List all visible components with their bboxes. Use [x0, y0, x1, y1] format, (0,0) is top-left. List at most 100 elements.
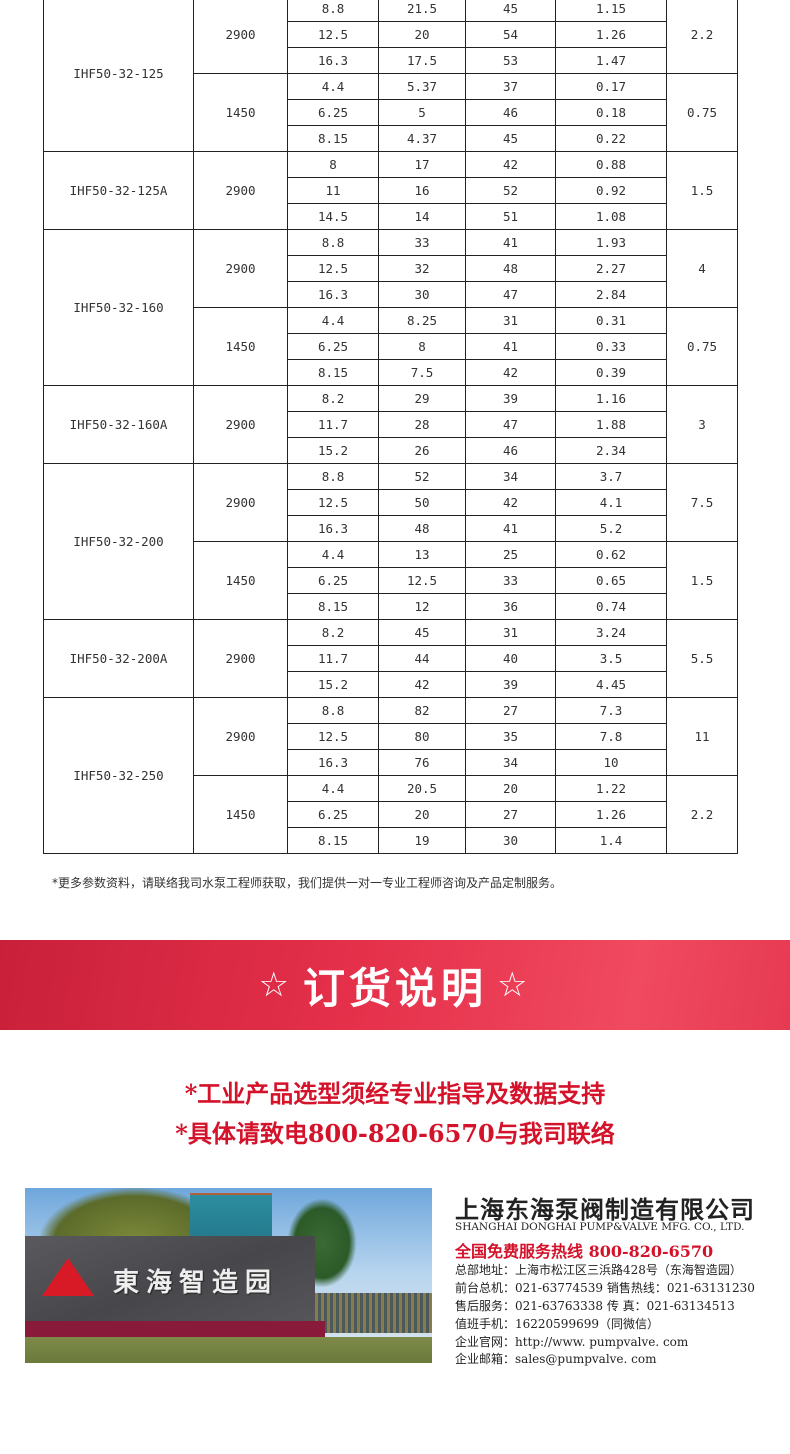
- flow-cell: 8.2: [287, 619, 379, 646]
- head-cell: 20: [378, 21, 466, 48]
- model-cell: IHF50-32-250: [43, 697, 194, 854]
- flow-cell: 6.25: [287, 99, 379, 126]
- shaft-power-cell: 2.34: [555, 437, 667, 464]
- flow-cell: 14.5: [287, 203, 379, 230]
- table-row: IHF50-32-160 2900 8.8 33 41 1.93 4: [43, 229, 738, 386]
- speed-cell: 2900: [193, 229, 288, 308]
- model-cell: IHF50-32-200: [43, 463, 194, 620]
- flow-cell: 12.5: [287, 489, 379, 516]
- banner-title: 订货说明: [302, 963, 487, 1013]
- head-cell: 7.5: [378, 359, 466, 386]
- efficiency-cell: 47: [465, 281, 556, 308]
- table-row: IHF50-32-200 2900 8.8 52 34 3.7 7.5: [43, 463, 738, 620]
- motor-power-cell: 0.75: [666, 307, 738, 386]
- shaft-power-cell: 1.26: [555, 801, 667, 828]
- efficiency-cell: 53: [465, 47, 556, 74]
- head-cell: 76: [378, 749, 466, 776]
- flow-cell: 8.8: [287, 0, 379, 22]
- pump-spec-table: IHF50-32-125 2900 8.8 21.5 45 1.15 2.2 12.5 20 54…: [43, 0, 738, 854]
- efficiency-cell: 33: [465, 567, 556, 594]
- head-cell: 16: [378, 177, 466, 204]
- efficiency-cell: 51: [465, 203, 556, 230]
- efficiency-cell: 36: [465, 593, 556, 620]
- table-row: 6.25 8 41 0.33: [44, 333, 738, 360]
- efficiency-cell: 39: [465, 385, 556, 412]
- head-cell: 45: [378, 619, 466, 646]
- shaft-power-cell: 0.22: [555, 125, 667, 152]
- shaft-power-cell: 1.4: [555, 827, 667, 854]
- shaft-power-cell: 0.18: [555, 99, 667, 126]
- efficiency-cell: 25: [465, 541, 556, 568]
- shaft-power-cell: 3.7: [555, 463, 667, 490]
- efficiency-cell: 37: [465, 73, 556, 100]
- speed-cell: 2900: [193, 619, 288, 698]
- table-row: 12.5 20 54 1.26: [44, 21, 738, 48]
- model-cell: IHF50-32-160A: [43, 385, 194, 464]
- flow-cell: 15.2: [287, 671, 379, 698]
- flow-cell: 8.8: [287, 697, 379, 724]
- head-cell: 29: [378, 385, 466, 412]
- efficiency-cell: 39: [465, 671, 556, 698]
- shaft-power-cell: 1.88: [555, 411, 667, 438]
- company-name-en: SHANGHAI DONGHAI PUMP&VALVE MFG. CO., LT…: [455, 1221, 745, 1233]
- efficiency-cell: 42: [465, 151, 556, 178]
- head-cell: 13: [378, 541, 466, 568]
- flow-cell: 4.4: [287, 775, 379, 802]
- efficiency-cell: 47: [465, 411, 556, 438]
- star-icon: ☆: [258, 965, 293, 1005]
- efficiency-cell: 20: [465, 775, 556, 802]
- shaft-power-cell: 0.17: [555, 73, 667, 100]
- flow-cell: 12.5: [287, 21, 379, 48]
- speed-cell: 1450: [193, 775, 288, 854]
- shaft-power-cell: 2.84: [555, 281, 667, 308]
- flow-cell: 15.2: [287, 437, 379, 464]
- shaft-power-cell: 1.26: [555, 21, 667, 48]
- efficiency-cell: 31: [465, 307, 556, 334]
- shaft-power-cell: 0.92: [555, 177, 667, 204]
- speed-cell: 1450: [193, 307, 288, 386]
- flow-cell: 11: [287, 177, 379, 204]
- table-row: 15.2 26 46 2.34: [44, 437, 738, 464]
- head-cell: 21.5: [378, 0, 466, 22]
- head-cell: 17: [378, 151, 466, 178]
- star-icon: ☆: [497, 965, 532, 1005]
- speed-cell: 2900: [193, 385, 288, 464]
- website-link[interactable]: 企业官网：http://www. pumpvalve. com: [455, 1335, 689, 1349]
- flow-cell: 8.15: [287, 359, 379, 386]
- speed-cell: 2900: [193, 463, 288, 542]
- flow-cell: 16.3: [287, 515, 379, 542]
- table-row: 1450 4.4 5.37 37 0.17 0.75: [44, 73, 738, 152]
- shaft-power-cell: 1.15: [555, 0, 667, 22]
- efficiency-cell: 41: [465, 333, 556, 360]
- model-cell: IHF50-32-160: [43, 229, 194, 386]
- shaft-power-cell: 0.65: [555, 567, 667, 594]
- shaft-power-cell: 5.2: [555, 515, 667, 542]
- head-cell: 8: [378, 333, 466, 360]
- efficiency-cell: 54: [465, 21, 556, 48]
- table-row: 16.3 76 34 10: [44, 749, 738, 776]
- flow-cell: 8.15: [287, 827, 379, 854]
- table-row: 11.7 44 40 3.5: [44, 645, 738, 672]
- email-link[interactable]: 企业邮箱：sales@pumpvalve. com: [455, 1352, 657, 1366]
- motor-power-cell: 4: [666, 229, 738, 308]
- efficiency-cell: 41: [465, 229, 556, 256]
- table-row: 12.5 50 42 4.1: [44, 489, 738, 516]
- table-row: 16.3 48 41 5.2: [44, 515, 738, 542]
- table-row: IHF50-32-125A 2900 8 17 42 0.88 1.5: [43, 151, 738, 230]
- mobile-line: 值班手机：16220599699（同微信）: [455, 1317, 659, 1331]
- efficiency-cell: 27: [465, 801, 556, 828]
- hotline: 全国免费服务热线 800-820-6570: [455, 1242, 714, 1261]
- head-cell: 52: [378, 463, 466, 490]
- flow-cell: 8: [287, 151, 379, 178]
- head-cell: 28: [378, 411, 466, 438]
- flow-cell: 8.2: [287, 385, 379, 412]
- head-cell: 20: [378, 801, 466, 828]
- company-name: 上海东海泵阀制造有限公司: [455, 1196, 755, 1224]
- ordering-banner: ☆ 订货说明 ☆: [0, 940, 790, 1030]
- motor-power-cell: 5.5: [666, 619, 738, 698]
- table-row: 8.15 7.5 42 0.39: [44, 359, 738, 386]
- flow-cell: 11.7: [287, 645, 379, 672]
- shaft-power-cell: 0.33: [555, 333, 667, 360]
- table-row: 1450 4.4 8.25 31 0.31 0.75: [44, 307, 738, 386]
- head-cell: 20.5: [378, 775, 466, 802]
